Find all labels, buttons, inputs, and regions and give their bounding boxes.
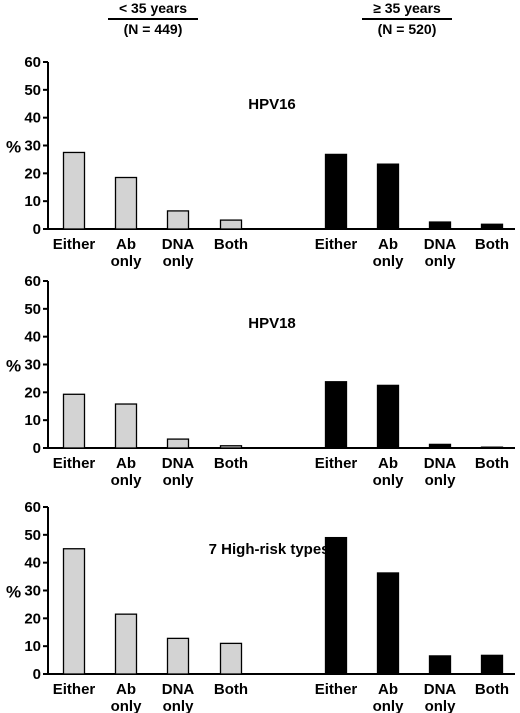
panel-1-bar-g2-4 <box>480 223 504 230</box>
panel-3-xlabel-g2-2-line2: only <box>373 698 404 713</box>
panel-2-bar-g1-2 <box>114 403 138 449</box>
panel-3-xlabel-g2-3-line2: only <box>425 698 456 713</box>
group-n-35-plus: (N = 520) <box>377 21 437 37</box>
panel-1-xlabel-g2-4: Both <box>475 236 509 253</box>
panel-1-bar-g2-1 <box>324 153 348 230</box>
panel-3-ytick-label-50: 50 <box>24 527 41 544</box>
panel-3-ytick-label-20: 20 <box>24 610 41 627</box>
panel-3-xlabel-g1-2: Ab <box>116 681 136 698</box>
group-underline-under-35 <box>108 18 198 20</box>
panel-1-xlabel-g1-2: Ab <box>116 236 136 253</box>
panel-3-ytick-label-30: 30 <box>24 583 41 600</box>
panel-3-bar-g1-4 <box>219 642 243 675</box>
panel-1-ytick-label-10: 10 <box>24 193 41 210</box>
panel-1-xlabel-g1-1: Either <box>53 236 96 253</box>
panel-3-title: 7 High-risk types* <box>209 541 336 558</box>
group-header-under-35: < 35 years (N = 449) <box>108 0 198 38</box>
panel-3-xlabel-g2-1: Either <box>315 681 358 698</box>
panel-1-bar-g1-1 <box>62 151 86 230</box>
panel-3-bar-g1-2 <box>114 613 138 675</box>
panel-2-xlabel-g2-2: Ab <box>378 455 398 472</box>
panel-2-xlabel-g2-2-line2: only <box>373 472 404 489</box>
panel-2-title: HPV18 <box>248 315 296 332</box>
panel-3-ytick-label-0: 0 <box>33 666 41 683</box>
panel-2-xlabel-g2-4: Both <box>475 455 509 472</box>
panel-2-xlabel-g2-3-line2: only <box>425 472 456 489</box>
panel-3-xlabel-g2-4: Both <box>475 681 509 698</box>
panel-2-ytick-label-60: 60 <box>24 273 41 290</box>
panel-2-ytick-label-50: 50 <box>24 301 41 318</box>
panel-1-bar-g2-2 <box>376 163 400 230</box>
panel-3-y-axis-label: % <box>6 583 21 602</box>
group-underline-35-plus <box>362 18 452 20</box>
panel-1-title: HPV16 <box>248 96 296 113</box>
panel-3-ytick-label-60: 60 <box>24 499 41 516</box>
panel-2-xlabel-g1-1: Either <box>53 455 96 472</box>
panel-3-xlabel-g1-3: DNA <box>162 681 195 698</box>
panel-1-y-axis-label: % <box>6 138 21 157</box>
panel-1-xlabel-g2-2-line2: only <box>373 253 404 270</box>
panel-1-ytick-label-60: 60 <box>24 54 41 71</box>
panel-3-bar-g2-4 <box>480 654 504 675</box>
panel-1-xlabel-g2-3-line2: only <box>425 253 456 270</box>
panel-2-bar-g2-1 <box>324 381 348 449</box>
panel-1-bar-g1-2 <box>114 176 138 230</box>
panel-3-bar-g1-3 <box>166 637 190 675</box>
panel-2-y-axis-label: % <box>6 357 21 376</box>
panel-1-ytick-label-50: 50 <box>24 82 41 99</box>
panel-1-bar-g1-4 <box>219 219 243 230</box>
panel-2-bar-g2-4 <box>480 446 504 449</box>
panel-2-xlabel-g2-1: Either <box>315 455 358 472</box>
panel-1-ytick-label-40: 40 <box>24 110 41 127</box>
panel-3-xlabel-g2-3: DNA <box>424 681 457 698</box>
panel-2-bar-g1-1 <box>62 393 86 449</box>
panel-1-xlabel-g2-3: DNA <box>424 236 457 253</box>
panel-1-ytick-label-20: 20 <box>24 165 41 182</box>
panel-2-bar-g1-3 <box>166 438 190 449</box>
panel-3-bar-g2-3 <box>428 655 452 675</box>
panel-2-xlabel-g1-2-line2: only <box>111 472 142 489</box>
panel-2-xlabel-g1-3-line2: only <box>163 472 194 489</box>
group-title-35-plus: ≥ 35 years <box>373 0 441 16</box>
panel-2-ytick-label-30: 30 <box>24 357 41 374</box>
panel-3-xlabel-g1-4: Both <box>214 681 248 698</box>
group-title-under-35: < 35 years <box>118 0 188 16</box>
panel-2-xlabel-g2-3: DNA <box>424 455 457 472</box>
panel-3-xlabel-g1-1: Either <box>53 681 96 698</box>
panel-3-xlabel-g1-3-line2: only <box>163 698 194 713</box>
panel-3-bar-g2-1 <box>324 536 348 675</box>
group-header-35-plus: ≥ 35 years (N = 520) <box>362 0 452 38</box>
panel-3-bar-g1-1 <box>62 548 86 675</box>
panel-2-bar-g2-2 <box>376 384 400 449</box>
panel-3-xlabel-g1-2-line2: only <box>111 698 142 713</box>
panel-2-ytick-label-0: 0 <box>33 440 41 457</box>
panel-1-xlabel-g1-3-line2: only <box>163 253 194 270</box>
panel-3-ytick-label-40: 40 <box>24 555 41 572</box>
panel-1-xlabel-g1-2-line2: only <box>111 253 142 270</box>
panel-1-xlabel-g2-2: Ab <box>378 236 398 253</box>
panel-2-ytick-label-40: 40 <box>24 329 41 346</box>
panel-1-xlabel-g1-3: DNA <box>162 236 195 253</box>
panel-1-ytick-label-0: 0 <box>33 221 41 238</box>
panel-1-xlabel-g1-4: Both <box>214 236 248 253</box>
panel-3-bar-g2-2 <box>376 572 400 675</box>
panel-1-bar-g1-3 <box>166 210 190 230</box>
group-n-under-35: (N = 449) <box>123 21 183 37</box>
panel-2-bar-g2-3 <box>428 443 452 449</box>
panel-2-xlabel-g1-4: Both <box>214 455 248 472</box>
panel-3-xlabel-g2-2: Ab <box>378 681 398 698</box>
panel-1-xlabel-g2-1: Either <box>315 236 358 253</box>
panel-2-bar-g1-4 <box>219 445 243 449</box>
panel-2-xlabel-g1-3: DNA <box>162 455 195 472</box>
panel-3-ytick-label-10: 10 <box>24 638 41 655</box>
panel-2-ytick-label-10: 10 <box>24 412 41 429</box>
panel-2-ytick-label-20: 20 <box>24 384 41 401</box>
panel-1-bar-g2-3 <box>428 221 452 230</box>
panel-2-xlabel-g1-2: Ab <box>116 455 136 472</box>
panel-1-ytick-label-30: 30 <box>24 138 41 155</box>
